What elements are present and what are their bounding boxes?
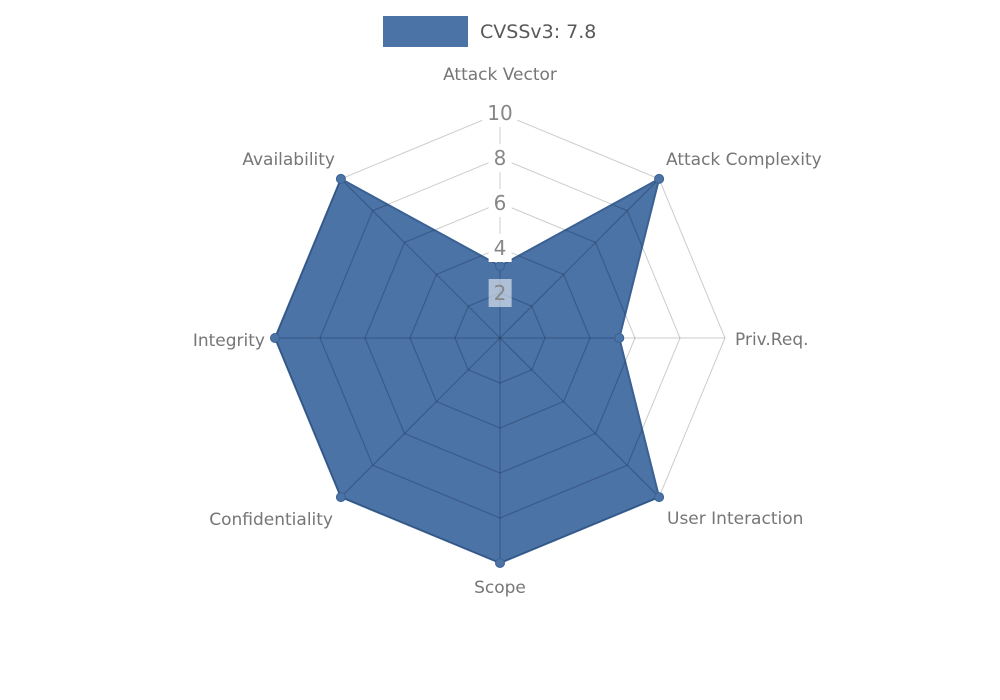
- vertex-marker: [495, 261, 505, 271]
- vertex-marker: [614, 333, 625, 343]
- legend-swatch: [383, 16, 468, 47]
- legend-label: CVSSv3: 7.8: [480, 20, 597, 43]
- axis-label-confidentiality: Confidentiality: [209, 510, 333, 530]
- axis-label-attack-complexity: Attack Complexity: [666, 150, 822, 170]
- radial-tick-4: 4: [488, 234, 512, 262]
- legend: CVSSv3: 7.8: [383, 16, 596, 47]
- vertex-marker: [335, 173, 346, 184]
- axis-label-availability: Availability: [242, 150, 335, 170]
- radial-tick-6: 6: [488, 189, 512, 217]
- axis-label-user-interaction: User Interaction: [667, 509, 804, 529]
- radial-tick-2: 2: [488, 279, 512, 307]
- vertex-marker: [654, 173, 665, 184]
- axis-label-priv-req: Priv.Req.: [735, 330, 809, 350]
- vertex-marker: [335, 492, 346, 503]
- axis-label-integrity: Integrity: [192, 331, 265, 351]
- axis-label-scope: Scope: [474, 578, 526, 598]
- vertex-marker: [270, 333, 280, 343]
- axis-label-attack-vector: Attack Vector: [443, 65, 557, 85]
- vertex-marker: [654, 492, 665, 503]
- radial-tick-8: 8: [488, 144, 512, 172]
- radial-tick-10: 10: [482, 99, 518, 127]
- vertex-marker: [495, 558, 505, 568]
